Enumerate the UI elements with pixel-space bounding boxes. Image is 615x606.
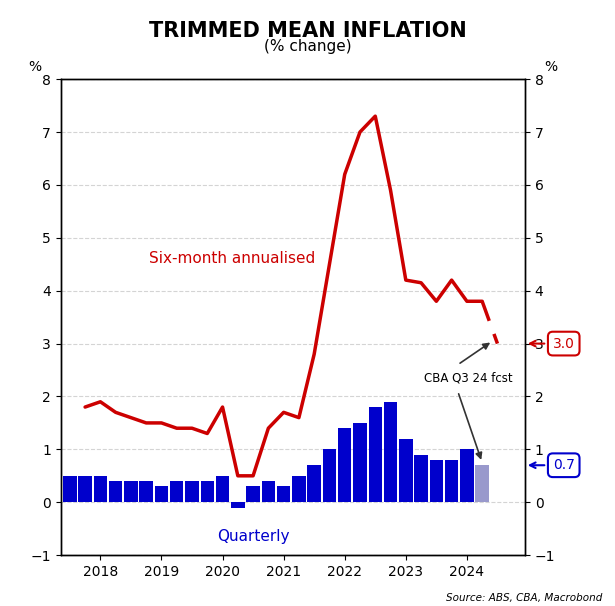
Text: 0.7: 0.7 [530,458,574,472]
Bar [124,481,138,502]
Bar [338,428,351,502]
Bar [63,476,76,502]
Bar [200,481,214,502]
Bar [292,476,306,502]
Bar [475,465,489,502]
Bar [185,481,199,502]
Text: Quarterly: Quarterly [217,529,289,544]
Text: (% change): (% change) [264,39,351,55]
Bar [399,439,413,502]
Bar [323,450,336,502]
Text: %: % [28,61,41,75]
Text: %: % [544,61,557,75]
Bar [247,487,260,502]
Bar [460,450,474,502]
Text: CBA Q3 24 fcst: CBA Q3 24 fcst [424,371,513,384]
Bar [78,476,92,502]
Bar [140,481,153,502]
Bar [216,476,229,502]
Bar [93,476,107,502]
Bar [353,423,367,502]
Bar [415,454,428,502]
Text: Six-month annualised: Six-month annualised [149,251,315,267]
Bar [384,402,397,502]
Text: TRIMMED MEAN INFLATION: TRIMMED MEAN INFLATION [149,21,466,41]
Bar [109,481,122,502]
Bar [277,487,290,502]
Bar [170,481,183,502]
Bar [368,407,382,502]
Bar [155,487,168,502]
Text: Source: ABS, CBA, Macrobond: Source: ABS, CBA, Macrobond [446,593,603,603]
Bar [308,465,321,502]
Bar [430,460,443,502]
Bar [261,481,275,502]
Text: 3.0: 3.0 [530,336,574,351]
Bar [445,460,458,502]
Bar [231,502,245,508]
